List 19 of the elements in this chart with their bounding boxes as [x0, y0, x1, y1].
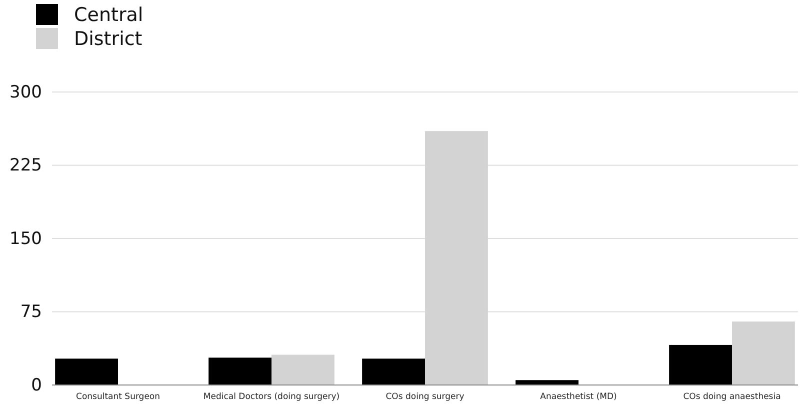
bar — [208, 358, 272, 385]
x-tick-label: Anaesthetist (MD) — [540, 392, 617, 402]
x-tick-label: COs doing anaesthesia — [683, 392, 781, 402]
y-tick-label: 0 — [31, 375, 42, 396]
bar — [272, 354, 334, 385]
x-tick-label: COs doing surgery — [386, 392, 464, 402]
bar — [362, 358, 425, 385]
x-tick-label: Medical Doctors (doing surgery) — [203, 392, 340, 402]
y-tick-label: 75 — [20, 302, 42, 322]
y-tick-label: 225 — [10, 156, 42, 176]
bar — [732, 322, 795, 385]
y-tick-label: 150 — [10, 228, 42, 249]
y-tick-label: 300 — [10, 82, 42, 102]
x-tick-label: Consultant Surgeon — [76, 392, 160, 402]
legend-label: Central — [74, 4, 144, 26]
bar — [516, 380, 578, 385]
bar — [669, 344, 732, 385]
legend-label: District — [74, 28, 142, 50]
bar — [55, 358, 118, 385]
